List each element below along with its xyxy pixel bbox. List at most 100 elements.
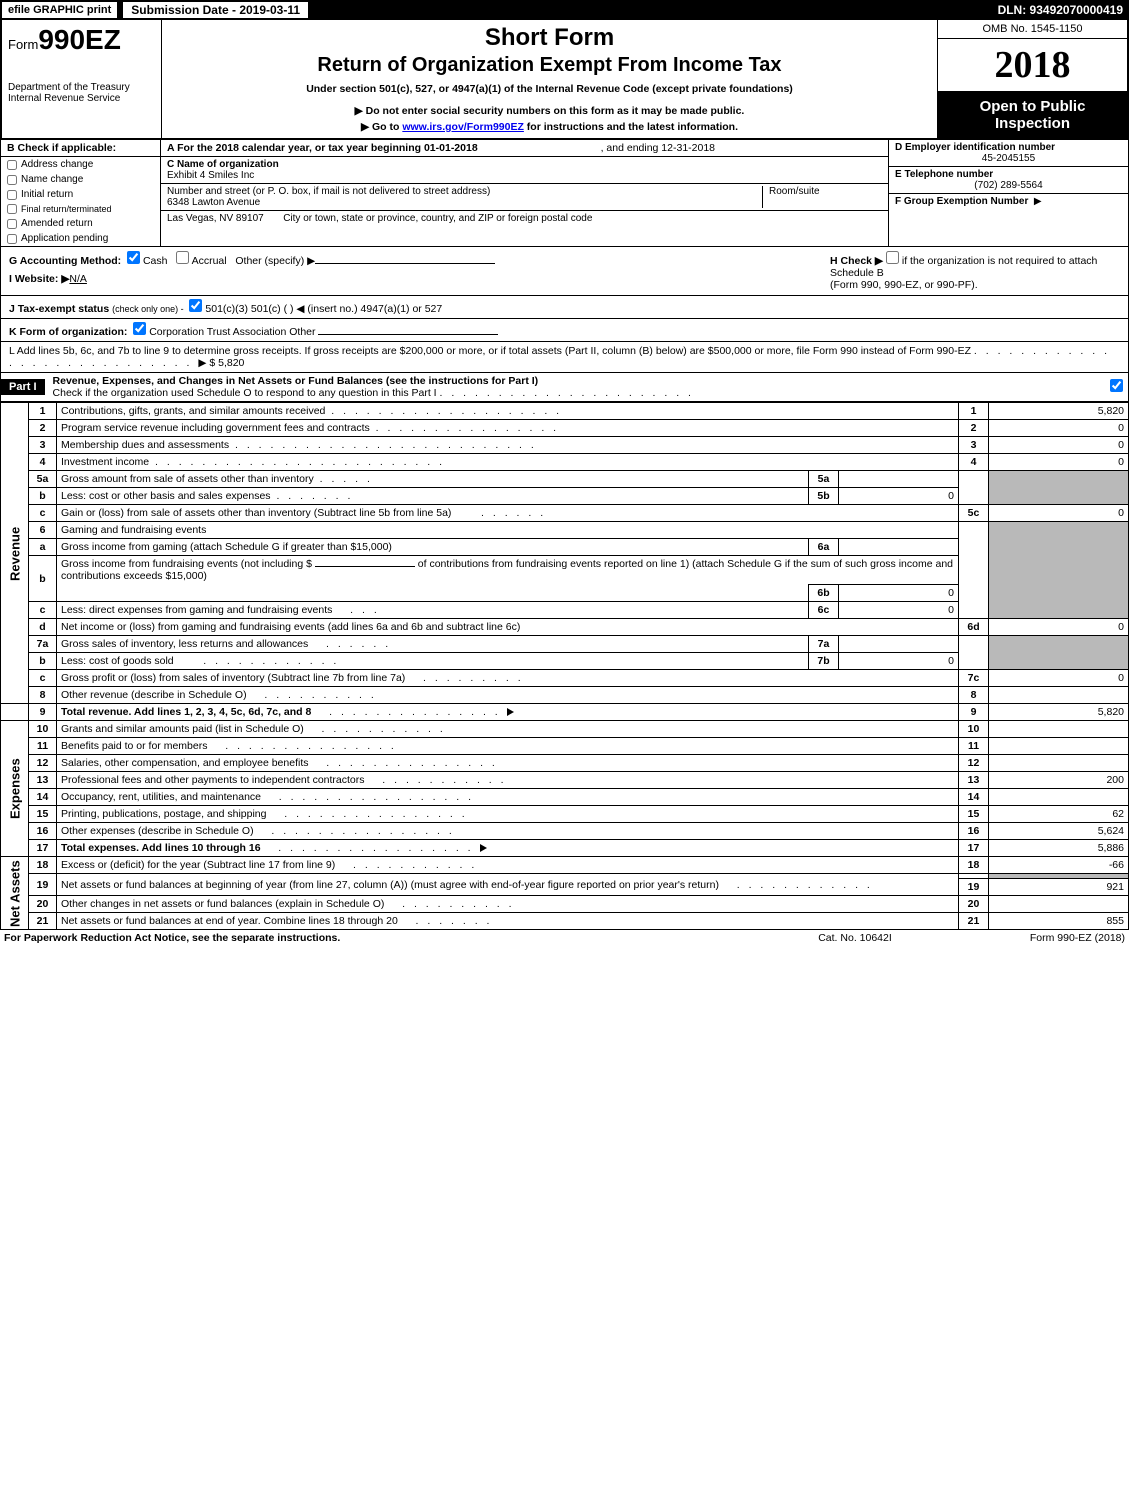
line-3: 3 Membership dues and assessments . . . …: [1, 437, 1129, 454]
l8-desc-cell: Other revenue (describe in Schedule O) .…: [57, 687, 959, 704]
l8-dots: . . . . . . . . . .: [247, 689, 377, 701]
checkbox-initial[interactable]: [7, 190, 17, 200]
g-accrual: Accrual: [192, 255, 227, 267]
l18-num: 18: [29, 857, 57, 874]
l18-val: -66: [989, 857, 1129, 874]
checkbox-part1[interactable]: [1110, 379, 1123, 392]
section-b-checks: B Check if applicable: Address change Na…: [1, 140, 161, 246]
l17-dots: . . . . . . . . . . . . . . . . .: [261, 842, 480, 854]
l5a-desc: Gross amount from sale of assets other t…: [61, 473, 314, 485]
section-l: L Add lines 5b, 6c, and 7b to line 9 to …: [0, 342, 1129, 373]
k-other-blank: [318, 334, 498, 335]
checkbox-501c3[interactable]: [189, 299, 202, 312]
efile-print-button[interactable]: efile GRAPHIC print: [0, 0, 119, 20]
l15-box: 15: [959, 806, 989, 823]
l13-num: 13: [29, 772, 57, 789]
l6a-num: a: [29, 539, 57, 556]
l6a-minival: [839, 539, 959, 556]
checkbox-h[interactable]: [886, 251, 899, 264]
l5b-minival: 0: [839, 488, 959, 505]
l5b-dots: . . . . . . .: [271, 490, 354, 502]
tax-year: 2018: [938, 39, 1127, 92]
line-5a: 5a Gross amount from sale of assets othe…: [1, 471, 1129, 488]
l13-dots: . . . . . . . . . . .: [365, 774, 507, 786]
section-ghi: G Accounting Method: Cash Accrual Other …: [0, 247, 1129, 296]
b-label: B Check if applicable:: [1, 140, 160, 157]
checkbox-corp[interactable]: [133, 322, 146, 335]
line-6d: d Net income or (loss) from gaming and f…: [1, 619, 1129, 636]
g-row: G Accounting Method: Cash Accrual Other …: [9, 251, 820, 267]
l6d-box: 6d: [959, 619, 989, 636]
checkbox-accrual[interactable]: [176, 251, 189, 264]
checkbox-amended[interactable]: [7, 219, 17, 229]
checkbox-address[interactable]: [7, 160, 17, 170]
l7c-dots: . . . . . . . . .: [405, 672, 523, 684]
l3-desc-cell: Membership dues and assessments . . . . …: [57, 437, 959, 454]
side-revenue: Revenue: [1, 403, 29, 704]
l6-graybox: [959, 522, 989, 619]
part1-dots: . . . . . . . . . . . . . . . . . . . . …: [440, 387, 694, 399]
l16-dots: . . . . . . . . . . . . . . . .: [254, 825, 455, 837]
l21-num: 21: [29, 913, 57, 930]
l3-desc: Membership dues and assessments: [61, 439, 229, 451]
checkbox-pending[interactable]: [7, 234, 17, 244]
form-number-big: 990EZ: [38, 24, 121, 55]
footer-right: Form 990-EZ (2018): [945, 932, 1125, 944]
city-label: City or town, state or province, country…: [283, 213, 592, 224]
l6d-desc: Net income or (loss) from gaming and fun…: [57, 619, 959, 636]
l7b-mini: 7b: [809, 653, 839, 670]
l1-dots: . . . . . . . . . . . . . . . . . . . .: [325, 405, 562, 417]
g-other: Other (specify) ▶: [235, 255, 315, 267]
l6c-desc-cell: Less: direct expenses from gaming and fu…: [57, 602, 809, 619]
l7a-dots: . . . . . .: [308, 638, 391, 650]
line-10: Expenses 10 Grants and similar amounts p…: [1, 721, 1129, 738]
l20-desc-cell: Other changes in net assets or fund bala…: [57, 896, 959, 913]
part1-check-text: Check if the organization used Schedule …: [53, 387, 437, 399]
addr-label: Number and street (or P. O. box, if mail…: [167, 186, 762, 197]
sub3-post: for instructions and the latest informat…: [524, 121, 738, 133]
ghi-right: H Check ▶ if the organization is not req…: [820, 251, 1120, 291]
a-label: A For the 2018 calendar year, or tax yea…: [167, 142, 478, 154]
l7a-mini: 7a: [809, 636, 839, 653]
checkbox-cash[interactable]: [127, 251, 140, 264]
city-block: Las Vegas, NV 89107 City or town, state …: [161, 211, 888, 226]
main-table: Revenue 1 Contributions, gifts, grants, …: [0, 402, 1129, 930]
irs-link[interactable]: www.irs.gov/Form990EZ: [402, 121, 524, 133]
line-11: 11 Benefits paid to or for members . . .…: [1, 738, 1129, 755]
line-15: 15 Printing, publications, postage, and …: [1, 806, 1129, 823]
omb-number: OMB No. 1545-1150: [938, 20, 1127, 39]
side-net-assets: Net Assets: [1, 857, 29, 930]
l6b-desc1: Gross income from fundraising events (no…: [57, 556, 959, 585]
l7c-val: 0: [989, 670, 1129, 687]
l8-val: [989, 687, 1129, 704]
k-opts: Corporation Trust Association Other: [149, 326, 315, 338]
checkbox-final[interactable]: [7, 204, 17, 214]
check-label-0: Address change: [21, 159, 93, 170]
l6a-mini: 6a: [809, 539, 839, 556]
line-14: 14 Occupancy, rent, utilities, and maint…: [1, 789, 1129, 806]
l4-desc: Investment income: [61, 456, 149, 468]
top-bar: efile GRAPHIC print Submission Date - 20…: [0, 0, 1129, 20]
l9-arrow-icon: [507, 708, 514, 716]
line-20: 20 Other changes in net assets or fund b…: [1, 896, 1129, 913]
check-amended: Amended return: [1, 216, 160, 231]
l1-desc-cell: Contributions, gifts, grants, and simila…: [57, 403, 959, 420]
l18-desc-cell: Excess or (deficit) for the year (Subtra…: [57, 857, 959, 874]
l13-desc-cell: Professional fees and other payments to …: [57, 772, 959, 789]
form-number: Form990EZ: [8, 24, 155, 56]
l5c-box: 5c: [959, 505, 989, 522]
l17-desc-cell: Total expenses. Add lines 10 through 16 …: [57, 840, 959, 857]
checkbox-name[interactable]: [7, 175, 17, 185]
line-4: 4 Investment income . . . . . . . . . . …: [1, 454, 1129, 471]
l6c-num: c: [29, 602, 57, 619]
l6b-desc-part1: Gross income from fundraising events (no…: [61, 558, 315, 570]
side-rev-end: [1, 704, 29, 721]
l14-dots: . . . . . . . . . . . . . . . . .: [261, 791, 474, 803]
l7b-dots: . . . . . . . . . . . .: [174, 655, 340, 667]
j-label: J Tax-exempt status: [9, 303, 109, 315]
room-label: Room/suite: [762, 186, 882, 208]
check-label-1: Name change: [21, 174, 83, 185]
l3-box: 3: [959, 437, 989, 454]
l-arrow: ▶ $ 5,820: [198, 357, 244, 369]
l5c-desc: Gain or (loss) from sale of assets other…: [61, 507, 451, 519]
